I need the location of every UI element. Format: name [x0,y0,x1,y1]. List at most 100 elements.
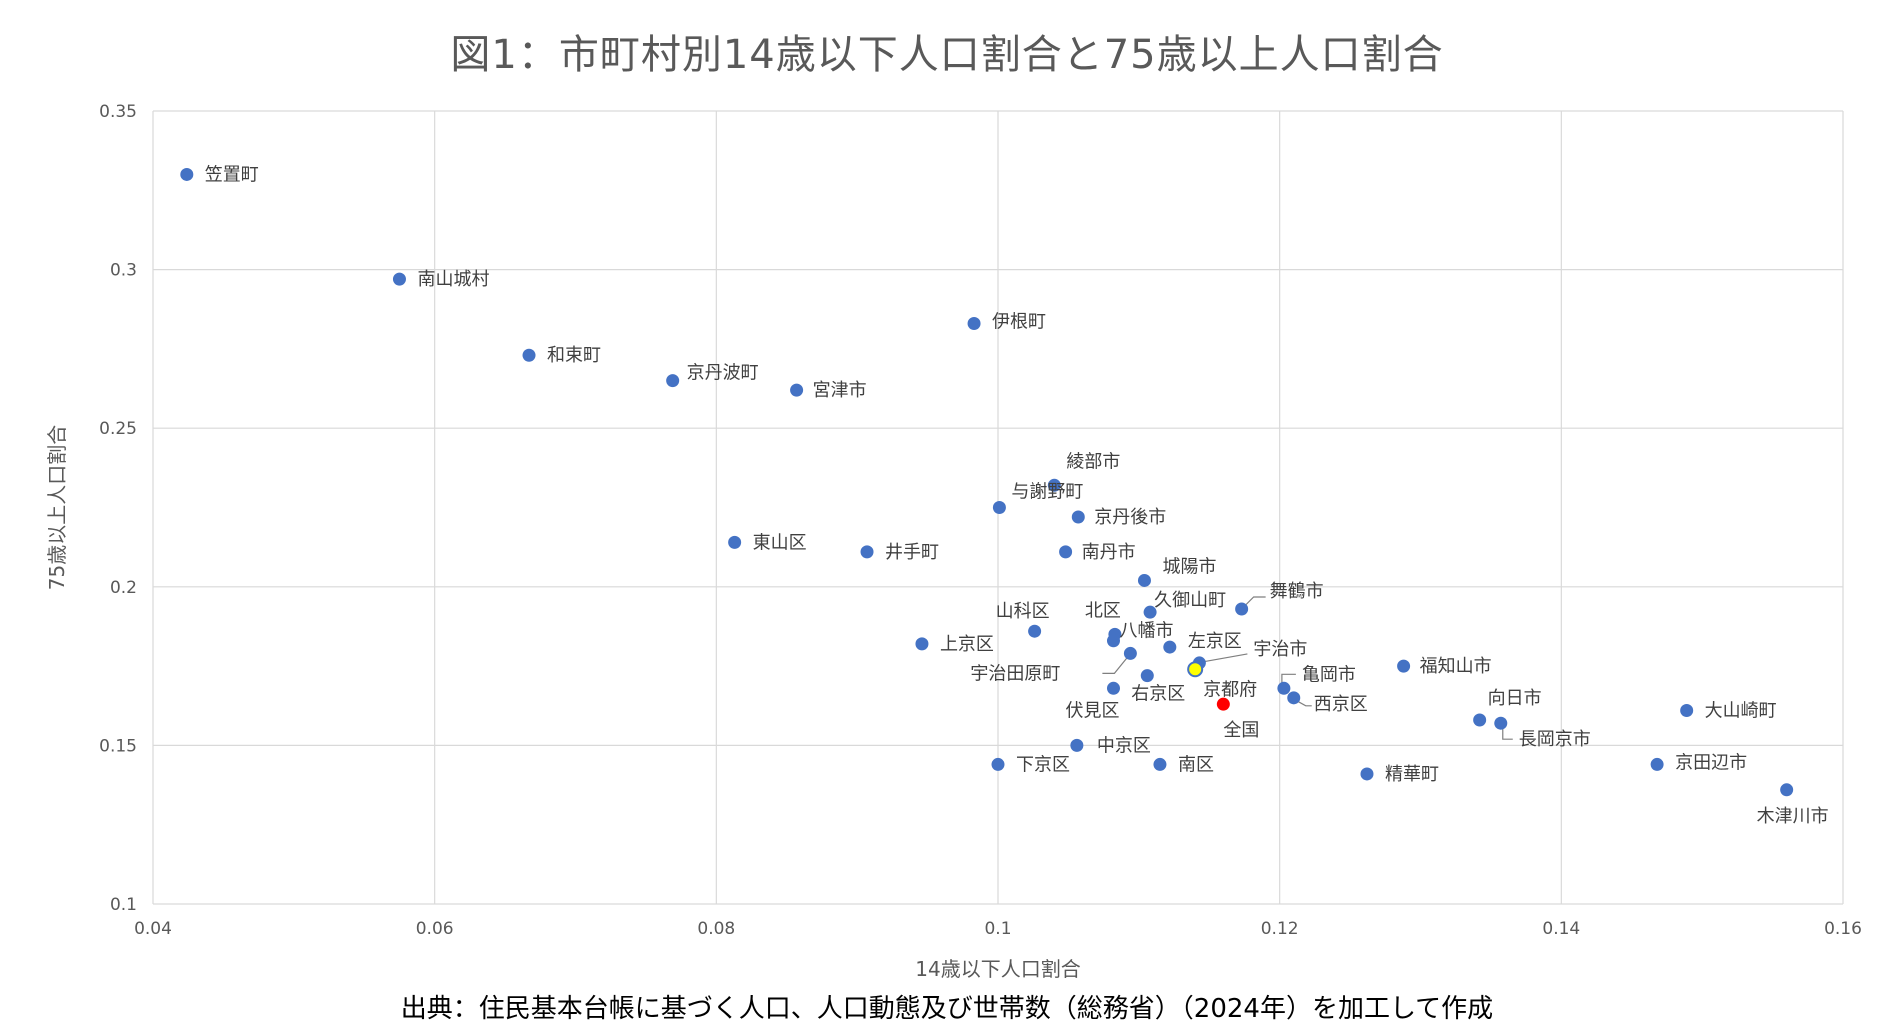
grid-lines [152,110,1844,905]
data-label: 宇治市 [1253,639,1307,660]
leader-lines [1102,596,1513,740]
data-point [1650,757,1664,771]
leader-line [1502,727,1513,740]
data-label: 長岡京市 [1519,729,1591,750]
data-point [1123,646,1137,660]
data-point [1494,716,1508,730]
data-label: 井手町 [885,542,939,563]
y-axis-title: 75歳以上人口割合 [45,425,69,590]
data-point [1187,661,1204,678]
y-tick-label: 0.15 [99,736,137,756]
data-label: 南山城村 [417,269,489,290]
data-point [1780,783,1794,797]
data-label: 西京区 [1314,694,1368,715]
data-label: 和束町 [547,345,601,366]
data-points [180,167,1794,797]
data-point [1277,681,1291,695]
data-point [1106,634,1120,648]
data-point [1071,510,1085,524]
data-label: 綾部市 [1066,451,1120,472]
data-label: 南区 [1178,754,1214,775]
data-label: 精華町 [1385,764,1439,785]
data-label: 与謝野町 [1011,482,1083,503]
data-label: 八幡市 [1119,621,1173,642]
data-label: 山科区 [996,601,1050,622]
data-label: 向日市 [1488,688,1542,709]
data-point [1360,767,1374,781]
y-tick-label: 0.3 [110,261,137,281]
x-tick-label: 0.16 [1824,919,1862,939]
y-tick-label: 0.1 [110,895,137,915]
data-label: 上京区 [940,634,994,655]
data-point [991,757,1005,771]
data-point [790,383,804,397]
tick-labels: 0.04 0.06 0.08 0.1 0.12 0.14 0.16 0.1 0.15 0.2 0.2… [99,102,1862,939]
data-label: 東山区 [753,532,807,553]
data-point [915,637,929,651]
x-tick-label: 0.1 [984,919,1011,939]
data-point [1397,659,1411,673]
data-point [1473,713,1487,727]
data-label: 木津川市 [1757,806,1829,827]
x-tick-label: 0.06 [416,919,454,939]
chart-title: 図1：市町村別14歳以下人口割合と75歳以上人口割合 [450,32,1444,78]
data-label: 京都府 [1203,679,1257,700]
data-point [180,167,194,181]
data-label: 宇治田原町 [970,663,1060,684]
data-point [1287,691,1301,705]
data-label: 城陽市 [1162,556,1216,577]
data-label: 笠置町 [205,164,259,185]
leader-line [1102,657,1128,675]
y-tick-label: 0.35 [99,102,137,122]
data-label: 京田辺市 [1675,752,1747,773]
data-label: 亀岡市 [1302,664,1356,685]
x-axis-title: 14歳以下人口割合 [915,957,1080,981]
data-point [522,348,536,362]
data-label: 全国 [1223,720,1259,741]
data-point [1047,478,1061,492]
data-label: 宮津市 [813,380,867,401]
data-point [1028,624,1042,638]
y-tick-label: 0.25 [99,419,137,439]
data-label: 中京区 [1097,735,1151,756]
data-label: 福知山市 [1420,656,1492,677]
data-label: 伏見区 [1065,700,1119,721]
data-point [1163,640,1177,654]
data-point [1153,757,1167,771]
data-label: 下京区 [1016,754,1070,775]
x-tick-label: 0.12 [1261,919,1299,939]
data-point [1143,605,1157,619]
data-label: 久御山町 [1154,590,1226,611]
data-point [1235,602,1249,616]
data-point [728,535,742,549]
data-point [860,545,874,559]
data-point [1106,681,1120,695]
data-point [967,317,981,331]
source-note: 出典：住民基本台帳に基づく人口、人口動態及び世帯数（総務省）（2024年）を加工… [400,994,1494,1024]
data-label: 右京区 [1131,684,1185,705]
data-point [1070,738,1084,752]
data-point [666,374,680,388]
data-label: 南丹市 [1082,542,1136,563]
data-label: 京丹波町 [687,363,759,384]
data-point [1216,697,1230,711]
x-tick-label: 0.04 [134,919,172,939]
x-tick-label: 0.14 [1542,919,1580,939]
y-tick-label: 0.2 [110,578,137,598]
leader-line [1244,596,1266,607]
x-tick-label: 0.08 [697,919,735,939]
data-point [392,272,406,286]
data-point [992,501,1006,514]
data-point [1059,545,1073,559]
leader-line [1296,700,1312,707]
data-label: 左京区 [1188,631,1242,652]
data-point [1680,704,1694,718]
data-label: 京丹後市 [1094,507,1166,528]
data-point [1140,669,1154,683]
data-point [1137,573,1151,587]
leader-line [1202,653,1248,663]
data-label: 北区 [1085,600,1121,621]
data-label: 舞鶴市 [1270,581,1324,602]
